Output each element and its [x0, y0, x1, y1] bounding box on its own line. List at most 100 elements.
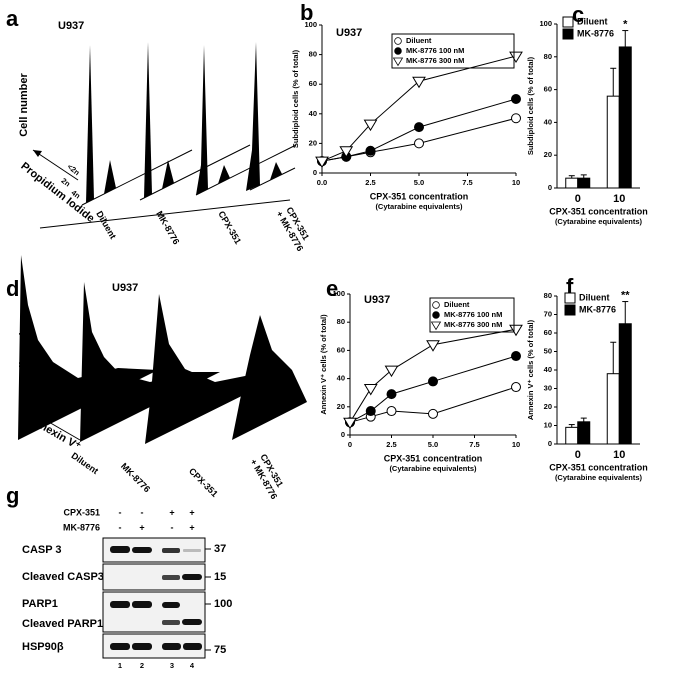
y-tick-label: 30: [544, 383, 552, 392]
marker: [394, 47, 402, 55]
legend-label: Diluent: [577, 16, 608, 26]
x-label: CPX-351 concentration: [370, 191, 469, 201]
y-tick-label: 40: [309, 109, 317, 118]
panel-letter: c: [572, 2, 584, 27]
annotation: **: [621, 289, 630, 301]
y-tick-label: 100: [539, 19, 552, 28]
arrow-head: [33, 150, 42, 157]
legend-swatch: [564, 304, 576, 316]
x-tick-label: 10: [613, 449, 625, 461]
y-label: Subdiploid cells (% of total): [291, 49, 300, 148]
bar: [618, 323, 632, 445]
y-tick-label: 80: [337, 317, 345, 326]
legend-swatch: [562, 28, 574, 40]
legend-label: Diluent: [406, 36, 432, 45]
chart-title: U937: [364, 294, 390, 306]
y-label: Subdiploid cells (% of total): [526, 56, 535, 155]
marker: [432, 311, 440, 319]
legend-label: Diluent: [444, 300, 470, 309]
histogram: [81, 45, 193, 206]
panel-letter: d: [6, 276, 19, 301]
x-tick-label: 5.0: [428, 440, 438, 449]
sample-label: CPX-351: [187, 466, 220, 499]
x-label: CPX-351 concentration: [384, 453, 483, 463]
treatment-label: MK-8776: [63, 522, 100, 532]
sample-label: MK-8776: [154, 209, 181, 246]
x-label: CPX-351 concentration: [549, 462, 648, 472]
mw-label: 75: [214, 644, 226, 656]
sign: -: [141, 507, 144, 517]
protein-label: PARP1: [22, 598, 58, 610]
legend-swatch: [564, 292, 576, 304]
y-tick-label: 0: [548, 183, 552, 192]
marker: [414, 138, 424, 149]
y-tick-label: 80: [309, 50, 317, 59]
y-tick-label: 0: [313, 168, 317, 177]
x-tick-label: 10: [613, 193, 625, 205]
marker: [511, 351, 521, 362]
marker: [414, 122, 424, 133]
sign: -: [119, 522, 122, 532]
marker: [428, 376, 438, 387]
y-tick-label: 70: [544, 309, 552, 318]
sign: +: [189, 522, 194, 532]
y-label: Annexin V⁺ cells (% of total): [526, 319, 535, 420]
marker: [430, 321, 442, 331]
marker: [363, 383, 378, 396]
legend-label: MK-8776 300 nM: [444, 320, 502, 329]
legend-label: MK-8776: [577, 28, 614, 38]
y-tick-label: 20: [544, 402, 552, 411]
x-sublabel: (Cytarabine equivalents): [375, 202, 463, 211]
mw-label: 100: [214, 598, 232, 610]
legend-label: MK-8776 100 nM: [406, 46, 464, 55]
y-tick-label: 20: [309, 138, 317, 147]
marker: [511, 382, 521, 393]
x-tick-label: 0.0: [317, 178, 327, 187]
x-tick-label: 5.0: [414, 178, 424, 187]
marker: [412, 76, 426, 89]
x-tick-label: 7.5: [462, 178, 472, 187]
panel-title: U937: [112, 282, 138, 294]
y-tick-label: 60: [337, 345, 345, 354]
x-tick-label: 0: [575, 193, 581, 205]
histogram: [80, 282, 220, 442]
x-tick-label: 0: [575, 449, 581, 461]
y-tick-label: 20: [337, 402, 345, 411]
histogram: [246, 42, 296, 191]
sign: -: [171, 522, 174, 532]
sample-label: Diluent: [94, 209, 118, 240]
y-tick-label: 40: [544, 117, 552, 126]
marker: [509, 51, 523, 64]
bar: [565, 177, 579, 189]
histogram: [232, 315, 307, 440]
histogram: [18, 255, 158, 440]
y-tick-label: 100: [332, 289, 345, 298]
x-tick-label: 0: [348, 440, 352, 449]
chart-title: U937: [336, 27, 362, 39]
y-tick-label: 40: [337, 374, 345, 383]
marker: [511, 94, 521, 104]
sample-label: MK-8776: [119, 461, 152, 494]
histogram: [145, 294, 280, 444]
y-tick-label: 10: [544, 420, 552, 429]
panel-letter: b: [300, 0, 313, 25]
lane-label: 3: [170, 661, 174, 670]
panel-d: d U937 Cell number Annexin V⁺ Diluent MK…: [6, 255, 307, 501]
lane-label: 1: [118, 661, 122, 670]
panel-letter: f: [566, 274, 574, 299]
x-sublabel: (Cytarabine equivalents): [555, 473, 643, 482]
panel-g: g CPX-351 MK-8776 - - + + - + - + CASP 3…: [6, 483, 232, 670]
bar: [577, 421, 591, 445]
legend-label: MK-8776 100 nM: [444, 310, 502, 319]
legend-label: Diluent: [579, 292, 610, 302]
y-tick-label: 60: [544, 328, 552, 337]
floor-line: [39, 199, 291, 229]
marker: [343, 417, 357, 430]
bar: [618, 46, 632, 189]
panel-title: U937: [58, 20, 84, 32]
marker: [386, 389, 397, 400]
marker: [511, 113, 521, 124]
panel-a: a U937 Cell number Propidium Iodide <2n …: [6, 6, 311, 253]
x-tick-label: 7.5: [469, 440, 479, 449]
panel-letter: a: [6, 6, 19, 31]
